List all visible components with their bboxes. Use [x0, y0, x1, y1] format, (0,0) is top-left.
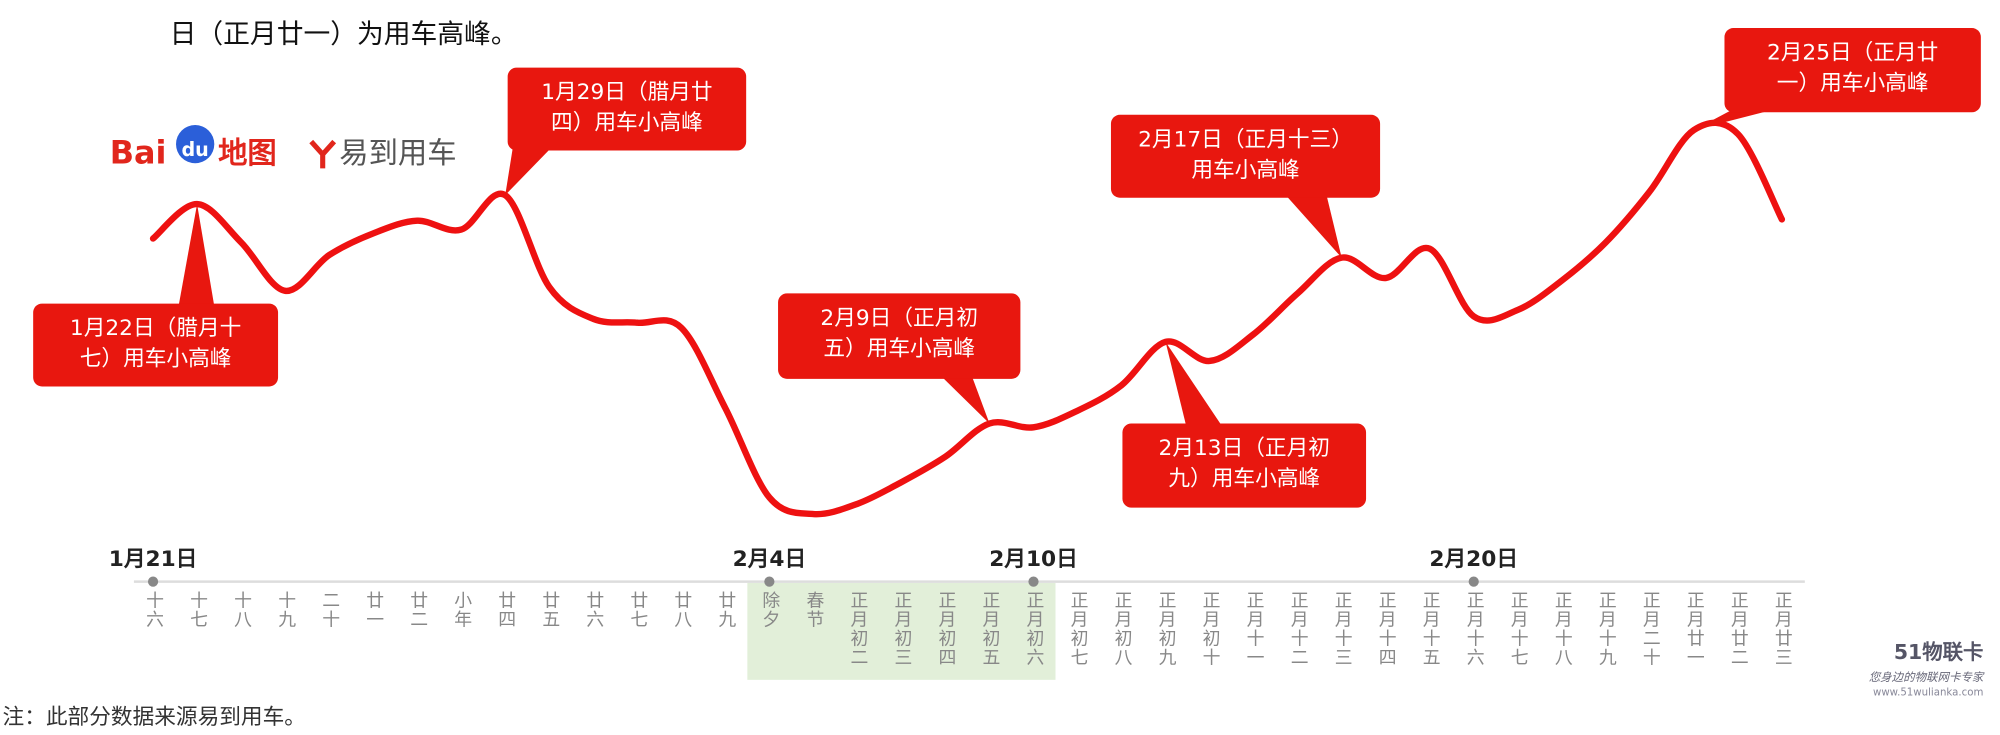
x-tick-label: 廿八: [671, 590, 692, 629]
date-label: 1月21日: [109, 547, 198, 572]
x-tick-label: 正月十二: [1288, 591, 1309, 668]
x-tick-label: 正月十一: [1244, 591, 1265, 668]
callout-pointer: [941, 376, 990, 424]
x-tick-label: 廿四: [495, 590, 516, 629]
x-tick-label: 正月十八: [1552, 591, 1573, 668]
date-dot: [147, 576, 159, 587]
x-tick-label: 廿五: [539, 590, 560, 629]
x-tick-label: 正月廿一: [1684, 591, 1705, 668]
date-dot: [764, 576, 775, 587]
callout-text: 2月17日（正月十三）: [1138, 127, 1353, 152]
x-tick-label: 二十: [319, 591, 340, 629]
x-tick-label: 廿九: [715, 590, 736, 629]
logo-paw: [176, 124, 215, 164]
callout-box: [1724, 28, 1981, 113]
x-tick-label: 廿六: [583, 590, 604, 629]
title: 日（正月廿一）为用车高峰。: [170, 19, 518, 50]
x-tick-label: 正月初二: [847, 591, 868, 668]
x-tick-label: 正月初三: [891, 591, 912, 668]
x-tick-label: 正月初七: [1068, 591, 1089, 668]
x-tick-label: 正月初四: [935, 591, 956, 668]
callout-pointer: [178, 204, 215, 307]
x-tick-label: 正月十五: [1420, 591, 1441, 668]
x-tick-label: 正月二十: [1640, 591, 1661, 668]
callout-text: 用车小高峰: [1191, 158, 1299, 183]
x-tick-label: 春节: [803, 590, 824, 629]
x-tick-label: 正月廿三: [1772, 591, 1793, 668]
date-label: 2月10日: [989, 547, 1078, 572]
callout-text: 一）用车小高峰: [1777, 71, 1929, 96]
callout-box: [507, 67, 747, 151]
logo-icon: [309, 139, 337, 169]
x-tick-label: 正月初十: [1200, 591, 1221, 668]
x-tick-label: 正月廿二: [1728, 591, 1749, 668]
x-tick-label: 除夕: [759, 590, 780, 629]
x-tick-label: 正月十三: [1332, 591, 1353, 668]
x-tick-label: 正月初九: [1156, 591, 1177, 668]
watermark-text: 51物联卡: [1894, 640, 1984, 664]
callout-text: 1月29日（腊月廿: [541, 80, 712, 105]
logo-text: Bai: [110, 133, 167, 171]
x-tick-label: 正月十四: [1376, 591, 1397, 668]
logo-text: 易到用车: [339, 136, 456, 170]
callout-text: 九）用车小高峰: [1168, 467, 1320, 492]
date-dot: [1468, 576, 1479, 587]
callout-box: [778, 293, 1021, 379]
x-tick-label: 廿一: [363, 590, 384, 629]
callout-pointer: [1165, 341, 1222, 427]
watermark: 51物联卡 您身边的物联网卡专家 www.51wulianka.com: [1869, 640, 1985, 699]
x-tick-label: 正月初五: [979, 591, 1000, 668]
callout-text: 五）用车小高峰: [823, 336, 975, 361]
callout-text: 四）用车小高峰: [551, 111, 703, 136]
callout-pointer: [505, 147, 552, 196]
x-tick-label: 十九: [275, 590, 296, 629]
canvas: 日（正月廿一）为用车高峰。 注：此部分数据来源易到用车。 Bai du 地图 易…: [3, 19, 1985, 730]
watermark-text: 您身边的物联网卡专家: [1869, 670, 1985, 684]
callout-text: 2月13日（正月初: [1159, 436, 1330, 461]
date-label: 2月20日: [1429, 547, 1518, 572]
x-tick-label: 正月十六: [1464, 591, 1485, 668]
yidao-logo: 易到用车: [309, 136, 457, 170]
logo-text: 地图: [218, 136, 277, 170]
x-tick-label: 十六: [143, 590, 164, 629]
callout-pointer: [1693, 109, 1773, 131]
line-series: [149, 119, 1786, 518]
callout-text: 1月22日（腊月十: [70, 316, 241, 341]
callout-box: [1122, 423, 1367, 508]
callout-box: [1110, 114, 1381, 198]
date-dot: [1028, 576, 1039, 587]
x-tick-label: 正月初八: [1112, 591, 1133, 668]
logo-text: du: [181, 138, 208, 161]
x-tick-label: 正月初六: [1023, 591, 1044, 668]
callout-text: 2月25日（正月廿: [1767, 41, 1938, 66]
callout-text: 2月9日（正月初: [820, 306, 978, 331]
holiday-band: [747, 582, 1056, 680]
x-tick-label: 小年: [451, 590, 472, 629]
x-tick-label: 十七: [187, 590, 208, 629]
x-tick-label: 廿二: [407, 590, 428, 629]
x-tick-label: 十八: [231, 590, 252, 629]
watermark-text: www.51wulianka.com: [1873, 688, 1983, 699]
date-label: 2月4日: [733, 547, 807, 572]
callout-box: [33, 303, 279, 387]
callout-text: 七）用车小高峰: [80, 347, 232, 372]
callout-pointer: [1285, 195, 1342, 258]
x-tick-label: 廿七: [627, 590, 648, 629]
x-tick-label: 正月十九: [1596, 591, 1617, 668]
footer: 注：此部分数据来源易到用车。: [3, 705, 306, 730]
baidu-logo: Bai du 地图: [110, 124, 277, 171]
x-tick-label: 正月十七: [1508, 591, 1529, 668]
